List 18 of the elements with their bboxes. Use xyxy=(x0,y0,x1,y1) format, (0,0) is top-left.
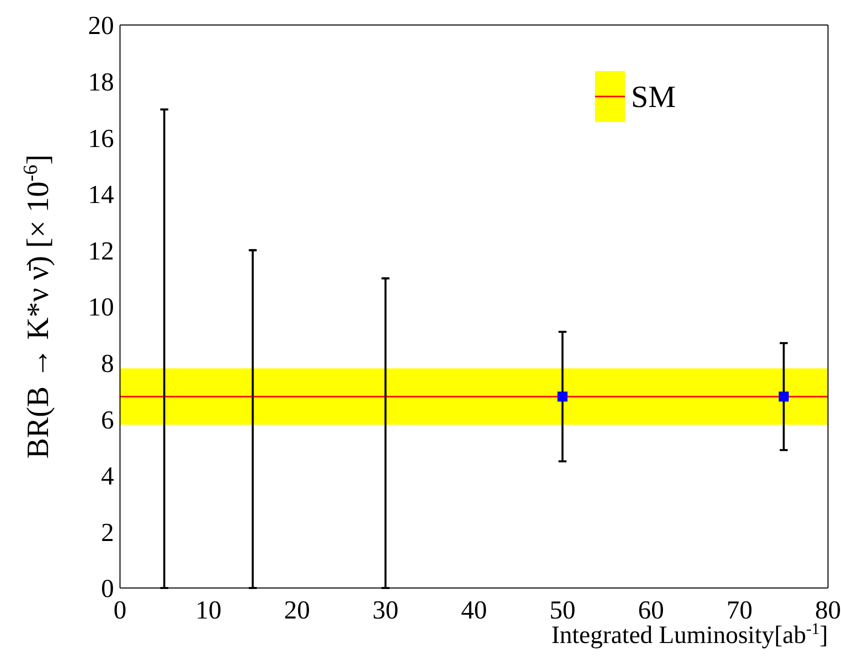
point xyxy=(778,392,789,402)
y-tick-label: 20 xyxy=(88,11,114,40)
y-tick-label: 16 xyxy=(88,124,114,153)
legend-label: SM xyxy=(631,79,676,114)
y-tick-label: 4 xyxy=(101,462,114,491)
x-tick-label: 30 xyxy=(372,595,398,624)
y-tick-label: 6 xyxy=(101,405,114,434)
y-tick-label: 0 xyxy=(101,574,114,604)
x-tick-label: 40 xyxy=(461,595,487,624)
y-tick-label: 10 xyxy=(88,292,114,322)
y-tick-label: 8 xyxy=(101,349,114,378)
x-tick-label: 10 xyxy=(196,595,222,624)
point xyxy=(558,392,568,402)
y-tick-label: 14 xyxy=(88,180,114,210)
x-tick-label: 20 xyxy=(284,595,310,624)
y-tick-label: 18 xyxy=(88,68,114,97)
y-tick-label: 2 xyxy=(101,518,114,547)
y-tick-label: 12 xyxy=(88,236,114,266)
